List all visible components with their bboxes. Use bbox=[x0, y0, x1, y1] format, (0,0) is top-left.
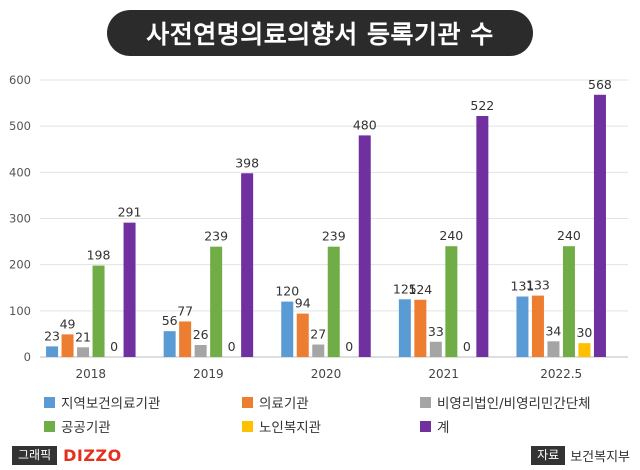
legend-swatch bbox=[420, 420, 431, 432]
y-tick-label: 100 bbox=[9, 304, 31, 318]
legend-label: 비영리법인/비영리민간단체 bbox=[437, 396, 591, 412]
bar bbox=[312, 344, 325, 357]
data-label: 0 bbox=[110, 339, 118, 354]
x-tick-label: 2021 bbox=[428, 367, 459, 381]
graphic-credit: 그래픽 DIZZO bbox=[12, 446, 122, 465]
bar bbox=[179, 321, 192, 357]
bar bbox=[92, 265, 105, 357]
data-label: 49 bbox=[60, 316, 76, 331]
bar bbox=[77, 347, 90, 357]
y-tick-label: 600 bbox=[9, 73, 31, 87]
data-label: 568 bbox=[588, 77, 612, 92]
legend-item: 공공기관 bbox=[44, 416, 111, 436]
bar bbox=[593, 94, 606, 358]
legend-label: 의료기관 bbox=[259, 396, 309, 412]
data-label: 0 bbox=[463, 339, 471, 354]
data-label: 239 bbox=[204, 229, 228, 244]
legend-label: 지역보건의료기관 bbox=[61, 396, 161, 412]
bar bbox=[46, 346, 59, 357]
x-tick-label: 2020 bbox=[311, 367, 342, 381]
bar bbox=[562, 246, 575, 357]
bar bbox=[547, 341, 560, 357]
data-label: 291 bbox=[118, 205, 142, 220]
legend-swatch bbox=[44, 420, 55, 432]
data-label: 120 bbox=[275, 284, 299, 299]
y-tick-label: 300 bbox=[9, 212, 31, 226]
data-label: 0 bbox=[345, 339, 353, 354]
data-label: 56 bbox=[162, 313, 178, 328]
chart-title: 사전연명의료의향서 등록기관 수 bbox=[107, 10, 533, 56]
y-tick-label: 0 bbox=[24, 350, 31, 364]
x-tick-label: 2018 bbox=[76, 367, 107, 381]
data-label: 133 bbox=[526, 278, 550, 293]
bar bbox=[398, 299, 411, 357]
data-label: 198 bbox=[87, 248, 111, 263]
legend-item: 노인복지관 bbox=[242, 416, 321, 436]
data-label: 21 bbox=[75, 329, 91, 344]
graphic-label: 그래픽 bbox=[12, 446, 58, 465]
bar bbox=[194, 344, 207, 357]
source-name: 보건복지부 bbox=[570, 450, 630, 465]
bar bbox=[531, 295, 544, 357]
data-label: 33 bbox=[428, 324, 444, 339]
data-label: 239 bbox=[322, 229, 346, 244]
data-label: 398 bbox=[235, 155, 259, 170]
bar bbox=[358, 135, 371, 357]
legend-item: 계 bbox=[420, 416, 449, 436]
bar bbox=[429, 341, 442, 357]
data-label: 77 bbox=[177, 303, 193, 318]
data-label: 27 bbox=[310, 327, 326, 342]
brand-logo: DIZZO bbox=[63, 446, 122, 465]
data-label: 240 bbox=[439, 228, 463, 243]
bar bbox=[516, 296, 529, 357]
data-label: 240 bbox=[557, 228, 581, 243]
bar bbox=[445, 246, 458, 357]
data-label: 30 bbox=[576, 325, 592, 340]
data-label: 131 bbox=[511, 279, 535, 294]
data-label: 480 bbox=[353, 117, 377, 132]
data-label: 522 bbox=[470, 98, 494, 113]
bar bbox=[476, 116, 489, 357]
data-label: 26 bbox=[193, 327, 209, 342]
data-label: 23 bbox=[44, 328, 60, 343]
bar bbox=[281, 301, 294, 357]
bar bbox=[123, 222, 136, 357]
legend-item: 의료기관 bbox=[242, 392, 309, 412]
data-label: 124 bbox=[408, 282, 432, 297]
data-label: 94 bbox=[295, 296, 311, 311]
bar bbox=[163, 331, 176, 357]
data-label: 0 bbox=[228, 339, 236, 354]
bar bbox=[414, 299, 427, 357]
bar bbox=[61, 334, 74, 357]
chart-title-text: 사전연명의료의향서 등록기관 수 bbox=[146, 20, 494, 49]
legend-label: 공공기관 bbox=[61, 420, 111, 436]
legend-label: 노인복지관 bbox=[259, 420, 322, 436]
legend-swatch bbox=[242, 396, 253, 408]
x-tick-label: 2019 bbox=[193, 367, 224, 381]
legend-item: 지역보건의료기관 bbox=[44, 392, 160, 412]
bar bbox=[210, 246, 223, 357]
legend-label: 계 bbox=[437, 420, 450, 436]
y-tick-label: 500 bbox=[9, 119, 31, 133]
bar bbox=[578, 343, 591, 357]
y-tick-label: 400 bbox=[9, 165, 31, 179]
legend-swatch bbox=[44, 396, 55, 408]
data-label: 34 bbox=[545, 323, 561, 338]
source-credit: 자료 보건복지부 bbox=[531, 446, 630, 465]
legend-item: 비영리법인/비영리민간단체 bbox=[420, 392, 591, 412]
bar bbox=[327, 246, 340, 357]
x-tick-label: 2022.5 bbox=[540, 367, 582, 381]
legend-swatch bbox=[242, 420, 253, 432]
source-label: 자료 bbox=[531, 446, 566, 465]
y-tick-label: 200 bbox=[9, 258, 31, 272]
bar bbox=[296, 313, 309, 357]
data-label: 125 bbox=[393, 281, 417, 296]
legend-swatch bbox=[420, 396, 431, 408]
bar-chart: 0100200300400500600234921198029120185677… bbox=[9, 73, 628, 381]
bar bbox=[241, 173, 254, 357]
